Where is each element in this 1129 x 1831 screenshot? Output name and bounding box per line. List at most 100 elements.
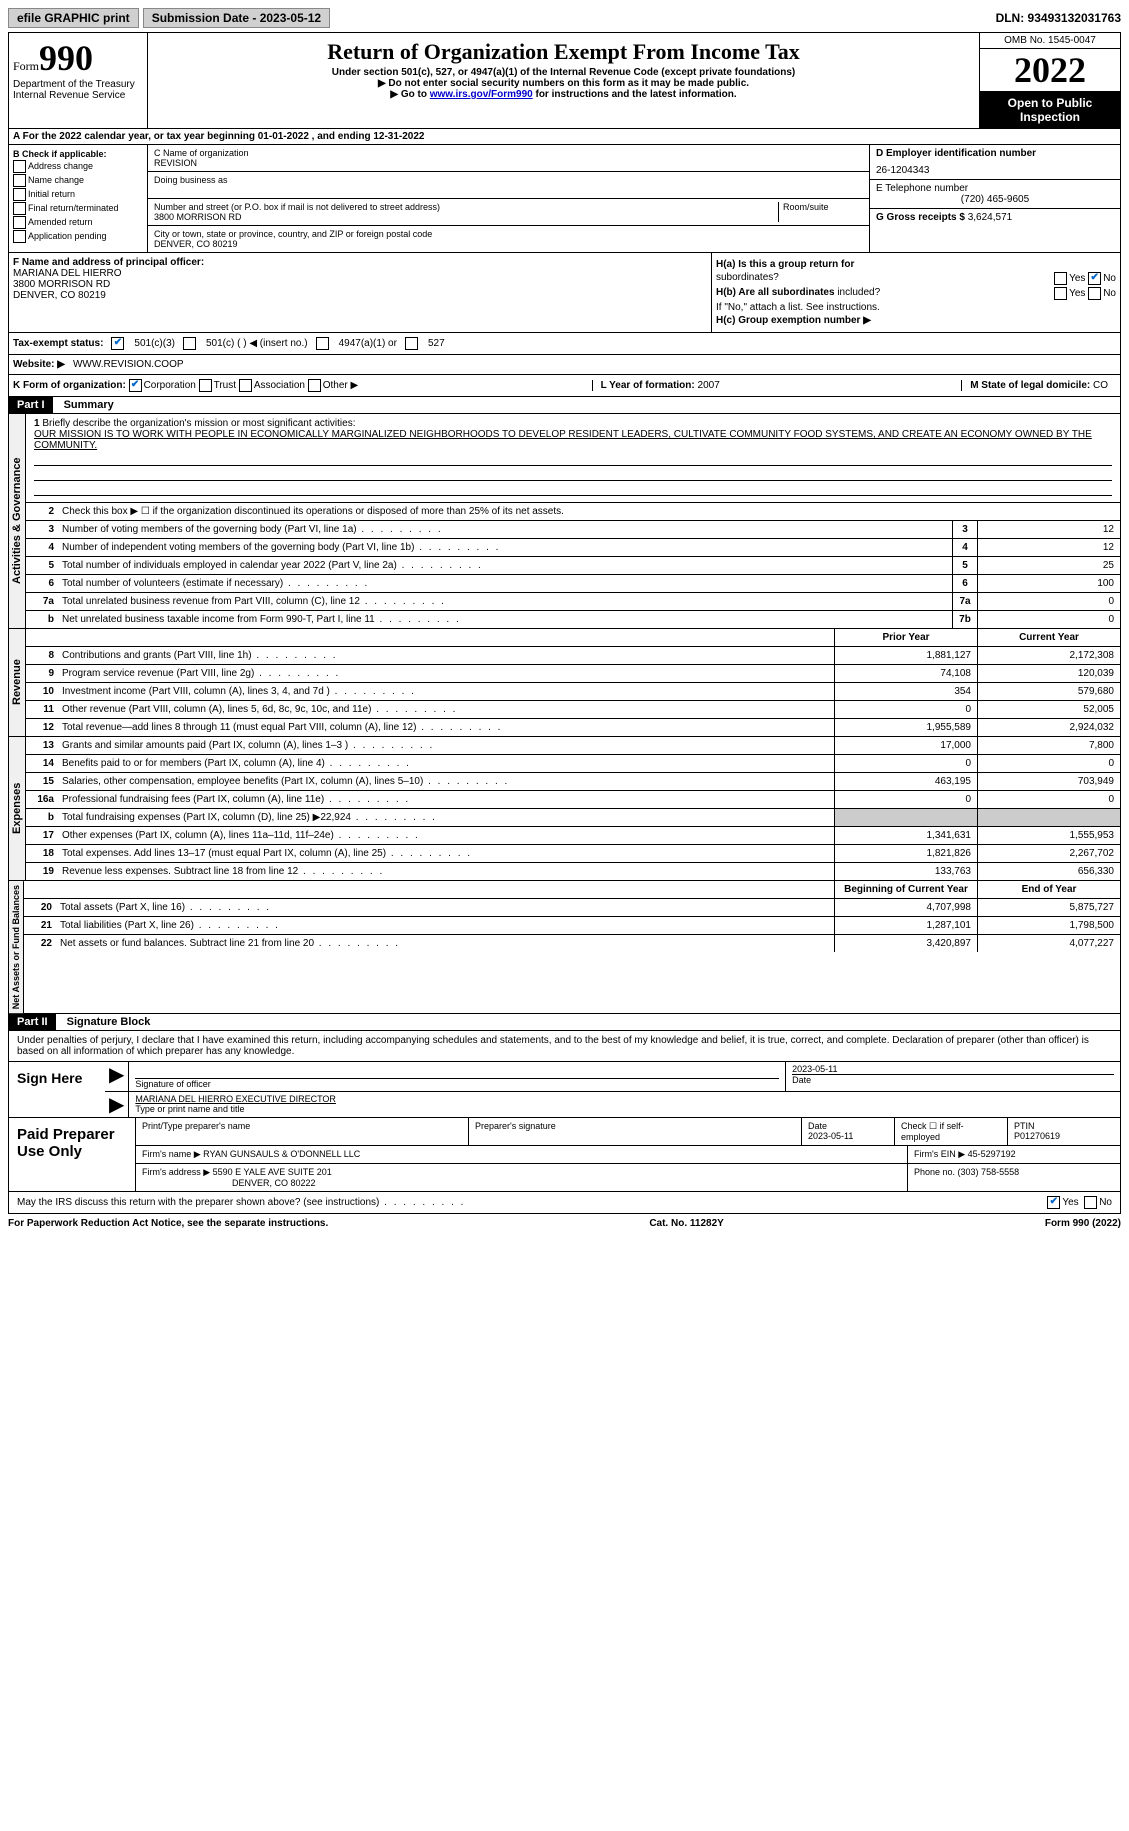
part2-title: Signature Block [59, 1014, 159, 1030]
cb-hb-yes[interactable] [1054, 287, 1067, 300]
cb-hb-no[interactable] [1088, 287, 1101, 300]
cb-501c[interactable] [183, 337, 196, 350]
i-o4: 527 [428, 338, 445, 349]
irs-link[interactable]: www.irs.gov/Form990 [430, 89, 533, 100]
f-name: MARIANA DEL HIERRO [13, 268, 707, 279]
submission-date-button[interactable]: Submission Date - 2023-05-12 [143, 8, 330, 28]
cb-4947[interactable] [316, 337, 329, 350]
cb-corp[interactable] [129, 379, 142, 392]
summary-revenue: Revenue Prior YearCurrent Year 8Contribu… [8, 629, 1121, 737]
f-label: F Name and address of principal officer: [13, 257, 204, 268]
c-city-label: City or town, state or province, country… [154, 229, 863, 239]
prep-date: 2023-05-11 [808, 1131, 853, 1141]
cb-ha-no[interactable] [1088, 272, 1101, 285]
b-opt3: Initial return [28, 189, 75, 199]
k-o4: Other ▶ [323, 380, 358, 391]
cb-final-return[interactable] [13, 202, 26, 215]
c-room-label: Room/suite [783, 202, 863, 212]
cb-amended[interactable] [13, 216, 26, 229]
table-row: 13Grants and similar amounts paid (Part … [26, 737, 1120, 755]
l-label: L Year of formation: [601, 380, 698, 391]
a-end: 12-31-2022 [373, 131, 424, 142]
table-row: 16aProfessional fundraising fees (Part I… [26, 791, 1120, 809]
discuss-text: May the IRS discuss this return with the… [17, 1197, 465, 1208]
sig-date-val: 2023-05-11 [792, 1064, 1114, 1074]
c-name-label: C Name of organization [154, 148, 863, 158]
cb-app-pending[interactable] [13, 230, 26, 243]
paid-preparer-label: Paid Preparer Use Only [9, 1118, 135, 1191]
cb-ha-yes[interactable] [1054, 272, 1067, 285]
prep-name-label: Print/Type preparer's name [135, 1118, 468, 1145]
efile-print-button[interactable]: efile GRAPHIC print [8, 8, 139, 28]
table-row: 4Number of independent voting members of… [26, 539, 1120, 557]
vert-governance: Activities & Governance [9, 414, 26, 628]
cb-527[interactable] [405, 337, 418, 350]
firm-addr2: DENVER, CO 80222 [232, 1178, 316, 1188]
table-row: 15Salaries, other compensation, employee… [26, 773, 1120, 791]
col-current: Current Year [977, 629, 1120, 646]
form-title: Return of Organization Exempt From Incom… [156, 39, 971, 65]
m-label: M State of legal domicile: [970, 380, 1093, 391]
b-opt6: Application pending [28, 231, 107, 241]
sign-here-label: Sign Here [9, 1062, 105, 1117]
d-ein: 26-1204343 [876, 165, 1114, 176]
page-footer: For Paperwork Reduction Act Notice, see … [8, 1214, 1121, 1233]
table-row: 5Total number of individuals employed in… [26, 557, 1120, 575]
d-phone: (720) 465-9605 [876, 194, 1114, 205]
sig-name-title: MARIANA DEL HIERRO EXECUTIVE DIRECTOR [135, 1094, 1114, 1104]
ptin: P01270619 [1014, 1131, 1060, 1141]
vert-expenses: Expenses [9, 737, 26, 880]
dln-text: DLN: 93493132031763 [996, 11, 1121, 25]
sig-officer-label: Signature of officer [135, 1078, 779, 1089]
a-pre: A For the 2022 calendar year, or tax yea… [13, 131, 258, 142]
table-row: 6Total number of volunteers (estimate if… [26, 575, 1120, 593]
col-end: End of Year [977, 881, 1120, 898]
prep-sig-label: Preparer's signature [468, 1118, 801, 1145]
i-o2: 501(c) ( ) ◀ (insert no.) [206, 338, 308, 349]
row-i-tax-status: Tax-exempt status: 501(c)(3) 501(c) ( ) … [8, 333, 1121, 355]
summary-expenses: Expenses 13Grants and similar amounts pa… [8, 737, 1121, 881]
i-o1: 501(c)(3) [134, 338, 175, 349]
inspection-1: Open to Public [984, 96, 1116, 110]
cb-discuss-yes[interactable] [1047, 1196, 1060, 1209]
top-bar: efile GRAPHIC print Submission Date - 20… [8, 8, 1121, 28]
col-begin: Beginning of Current Year [834, 881, 977, 898]
hb-sub: included? [837, 287, 880, 298]
row-j-website: Website: ▶ WWW.REVISION.COOP [8, 355, 1121, 375]
cb-initial-return[interactable] [13, 188, 26, 201]
inst2-post: for instructions and the latest informat… [533, 89, 737, 100]
tax-year: 2022 [980, 49, 1120, 92]
q1-text: OUR MISSION IS TO WORK WITH PEOPLE IN EC… [34, 429, 1112, 451]
cb-trust[interactable] [199, 379, 212, 392]
hb-note: If "No," attach a list. See instructions… [716, 302, 1116, 313]
dept-treasury: Department of the Treasury [13, 79, 143, 90]
i-label: Tax-exempt status: [13, 338, 103, 349]
prep-date-label: Date [808, 1121, 827, 1131]
cb-501c3[interactable] [111, 337, 124, 350]
c-city: DENVER, CO 80219 [154, 239, 863, 249]
f-city: DENVER, CO 80219 [13, 290, 707, 301]
table-row: bTotal fundraising expenses (Part IX, co… [26, 809, 1120, 827]
arrow-icon: ▶ [105, 1062, 128, 1091]
cb-other[interactable] [308, 379, 321, 392]
row-a-tax-year: A For the 2022 calendar year, or tax yea… [8, 129, 1121, 145]
c-addr-label: Number and street (or P.O. box if mail i… [154, 202, 778, 212]
hb-label: H(b) Are all subordinates [716, 287, 835, 298]
cb-name-change[interactable] [13, 174, 26, 187]
col-prior: Prior Year [834, 629, 977, 646]
summary-governance: Activities & Governance 1 Briefly descri… [8, 414, 1121, 629]
cat-no: Cat. No. 11282Y [649, 1218, 723, 1229]
cb-address-change[interactable] [13, 160, 26, 173]
j-value: WWW.REVISION.COOP [73, 359, 184, 370]
form-header: Form990 Department of the Treasury Inter… [8, 32, 1121, 129]
cb-assoc[interactable] [239, 379, 252, 392]
table-row: 3Number of voting members of the governi… [26, 521, 1120, 539]
c-dba-label: Doing business as [154, 175, 863, 185]
section-f-h: F Name and address of principal officer:… [8, 253, 1121, 333]
i-o3: 4947(a)(1) or [339, 338, 397, 349]
ha-no: No [1103, 273, 1116, 284]
cb-discuss-no[interactable] [1084, 1196, 1097, 1209]
d-ein-label: D Employer identification number [876, 148, 1036, 159]
firm-name: RYAN GUNSAULS & O'DONNELL LLC [203, 1149, 360, 1159]
table-row: 20Total assets (Part X, line 16)4,707,99… [24, 899, 1120, 917]
